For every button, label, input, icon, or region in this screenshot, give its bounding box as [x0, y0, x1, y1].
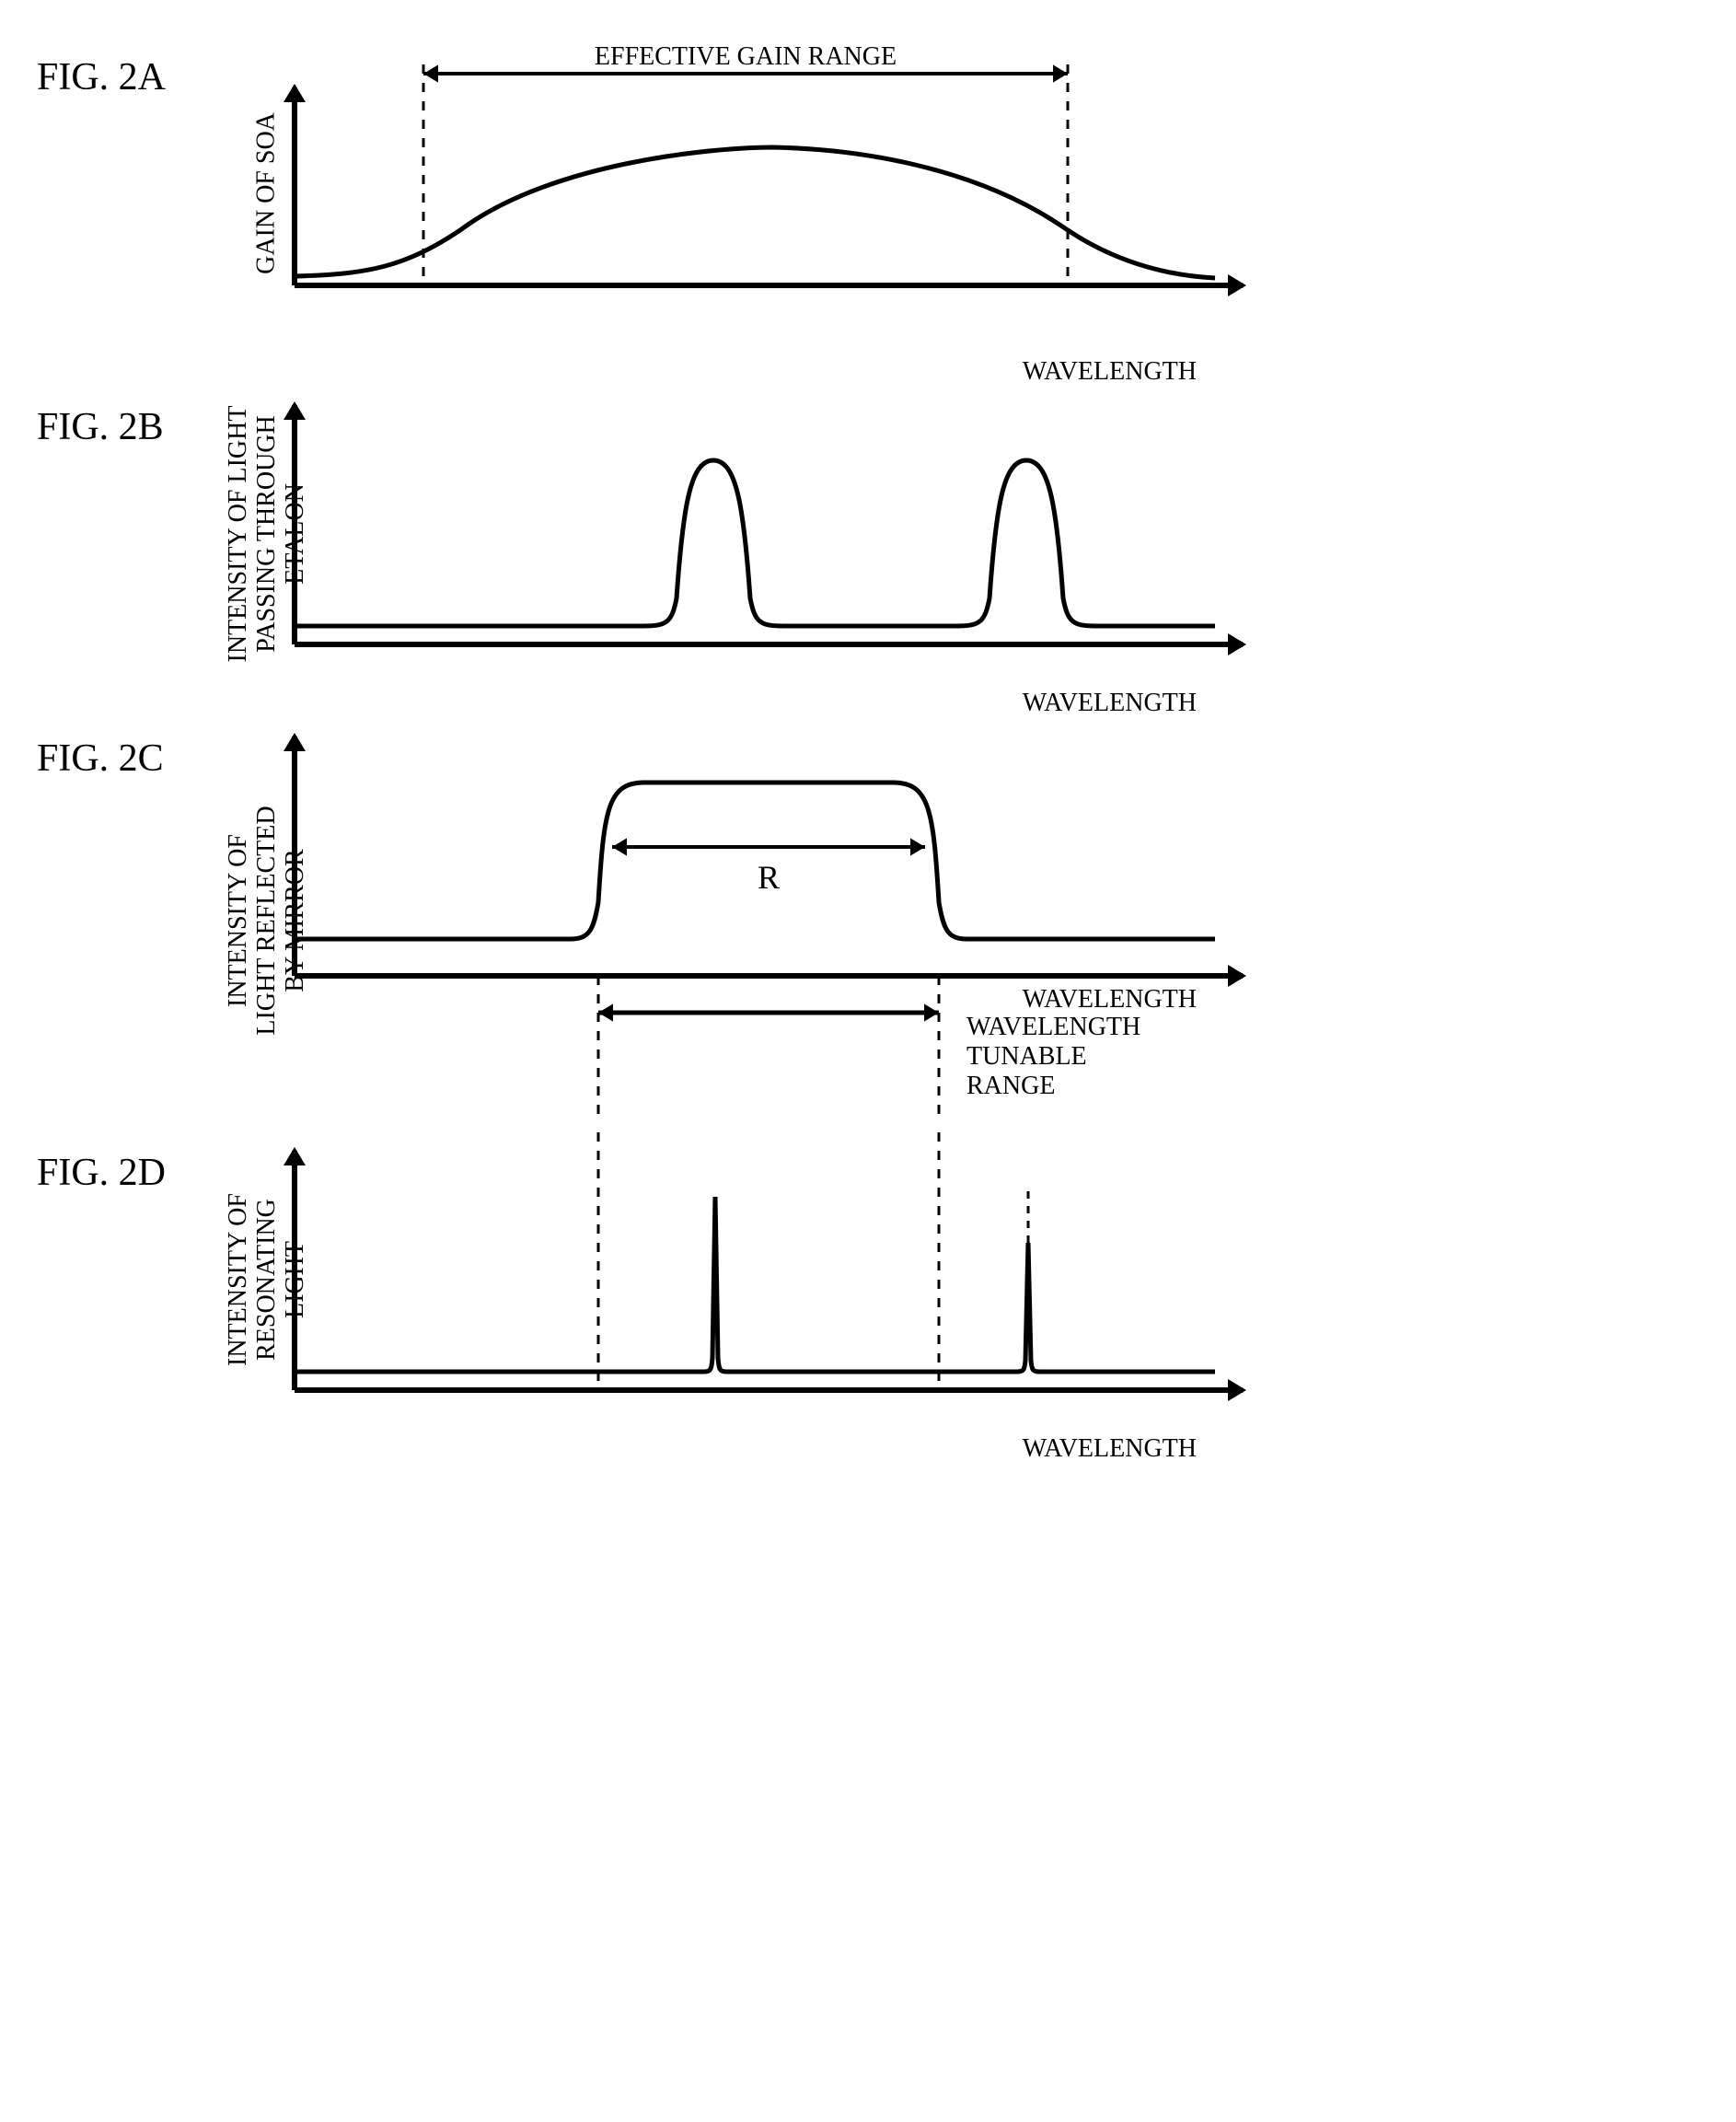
fig-2d-svg — [258, 1132, 1270, 1427]
svg-text:R: R — [758, 859, 780, 896]
fig-2a-xlabel: WAVELENGTH — [1023, 357, 1197, 387]
fig-2a-chart: GAIN OF SOA EFFECTIVE GAIN RANGE WAVELEN… — [258, 37, 1270, 350]
fig-2c-tunable-label: WAVELENGTHTUNABLERANGE — [966, 1013, 1140, 1102]
fig-2c-ylabel: INTENSITY OFLIGHT REFLECTEDBY MIRROR — [225, 783, 309, 1059]
figure-2d-row: FIG. 2D INTENSITY OFRESONATINGLIGHT WAVE… — [37, 1132, 1699, 1427]
fig-2c-chart: INTENSITY OFLIGHT REFLECTEDBY MIRROR R W… — [258, 718, 1270, 1123]
fig-2b-xlabel: WAVELENGTH — [1023, 689, 1197, 718]
figure-2b-row: FIG. 2B INTENSITY OF LIGHTPASSING THROUG… — [37, 387, 1699, 681]
fig-2a-ylabel: GAIN OF SOA — [253, 74, 282, 313]
fig-2c-xlabel: WAVELENGTH — [1023, 985, 1197, 1015]
fig-2b-svg — [258, 387, 1270, 681]
fig-2c-label: FIG. 2C — [37, 718, 258, 781]
fig-2a-label: FIG. 2A — [37, 37, 258, 99]
figure-2c-row: FIG. 2C INTENSITY OFLIGHT REFLECTEDBY MI… — [37, 718, 1699, 1123]
fig-2b-ylabel: INTENSITY OF LIGHTPASSING THROUGHETALON — [225, 396, 309, 672]
fig-2d-chart: INTENSITY OFRESONATINGLIGHT WAVELENGTH — [258, 1132, 1270, 1427]
fig-2d-ylabel: INTENSITY OFRESONATINGLIGHT — [225, 1142, 309, 1418]
figure-2a-row: FIG. 2A GAIN OF SOA EFFECTIVE GAIN RANGE… — [37, 37, 1699, 350]
fig-2b-chart: INTENSITY OF LIGHTPASSING THROUGHETALON … — [258, 387, 1270, 681]
svg-text:EFFECTIVE GAIN RANGE: EFFECTIVE GAIN RANGE — [595, 42, 897, 71]
fig-2a-svg: EFFECTIVE GAIN RANGE — [258, 37, 1270, 350]
fig-2d-xlabel: WAVELENGTH — [1023, 1434, 1197, 1464]
